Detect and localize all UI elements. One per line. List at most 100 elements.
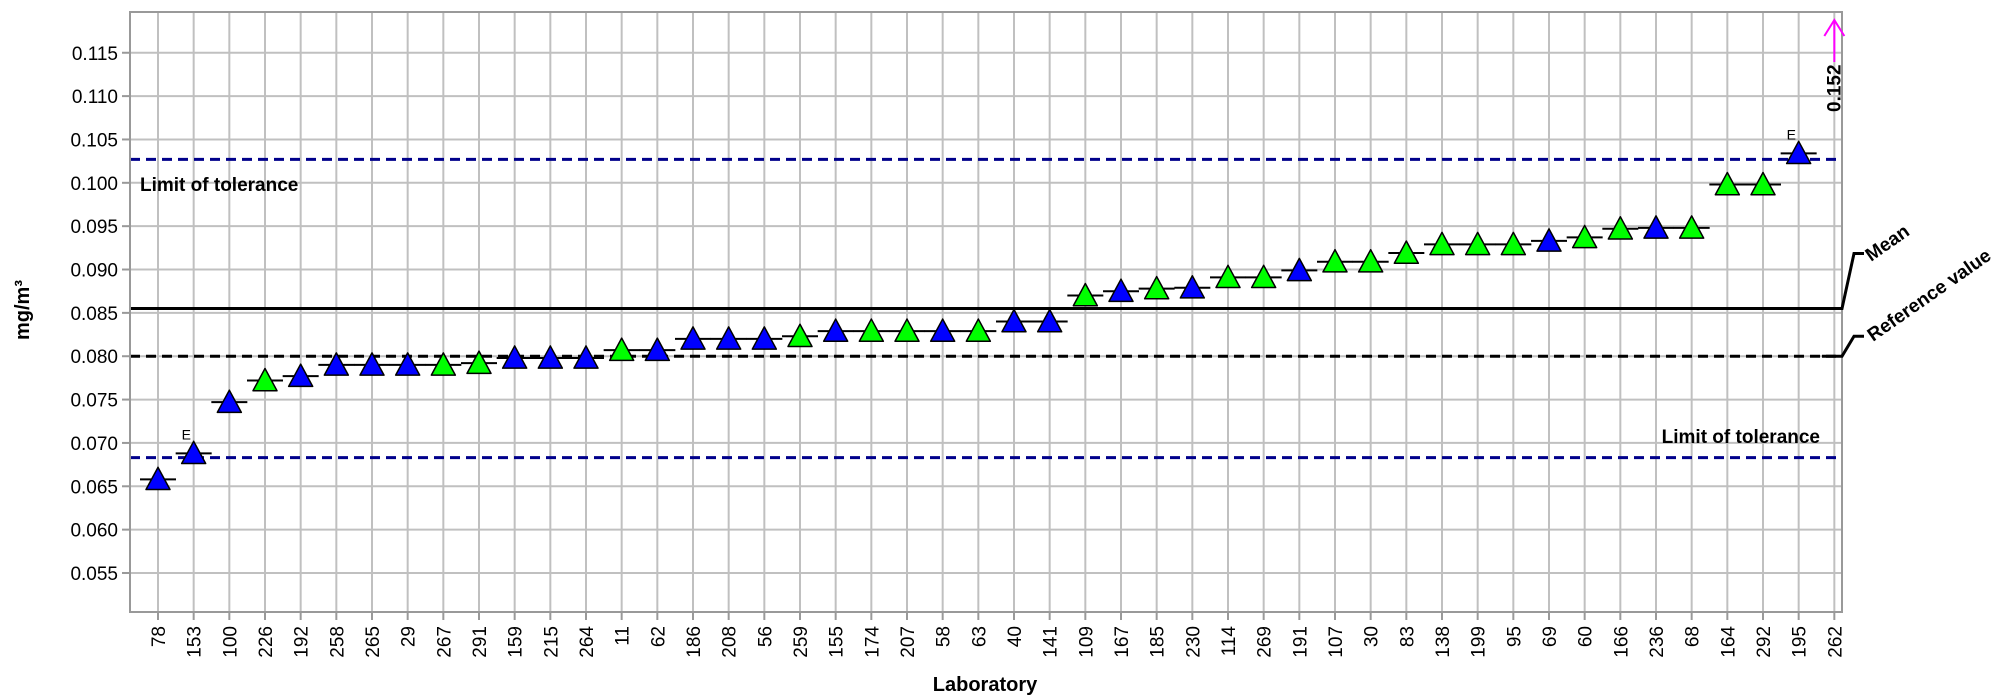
x-tick-label: 114	[1219, 626, 1240, 657]
data-point-triangle	[1429, 231, 1455, 256]
x-tick-label: 141	[1041, 626, 1062, 658]
data-point-triangle	[323, 352, 350, 376]
x-tick-label: 164	[1718, 626, 1739, 658]
y-axis-title: mg/m³	[12, 280, 34, 340]
data-point-triangle	[1357, 248, 1384, 273]
y-tick-label: 0.110	[72, 87, 118, 108]
data-point-triangle	[1250, 264, 1277, 289]
data-point-triangle	[965, 318, 992, 343]
data-point-triangle	[394, 352, 421, 376]
data-point-triangle	[466, 350, 492, 375]
data-point-triangle	[287, 363, 314, 388]
upper-tolerance-label: Limit of tolerance	[140, 175, 298, 196]
x-tick-label: 60	[1576, 626, 1597, 647]
outlier-indicator: 0.152	[1823, 18, 1846, 112]
data-markers: EE	[140, 126, 1817, 491]
x-tick-label: 207	[898, 626, 919, 658]
x-tick-label: 68	[1683, 626, 1704, 647]
x-axis-title: Laboratory	[933, 674, 1038, 696]
x-tick-label: 226	[256, 626, 277, 658]
data-point-triangle	[216, 389, 243, 414]
data-point-triangle	[1286, 257, 1313, 282]
data-point-triangle	[1143, 275, 1170, 300]
x-tick-label: 107	[1326, 626, 1347, 658]
x-tick-label: 291	[470, 626, 491, 658]
y-tick-label: 0.105	[70, 130, 118, 151]
x-tick-label: 230	[1183, 626, 1204, 658]
x-tick-label: 192	[292, 626, 313, 658]
y-tick-label: 0.080	[70, 347, 118, 368]
data-point-triangle	[359, 352, 385, 376]
x-tick-label: 78	[149, 626, 170, 647]
x-tick-label: 167	[1112, 626, 1133, 658]
data-point-triangle	[1571, 224, 1598, 249]
data-point-triangle	[1785, 140, 1812, 165]
x-tick-label: 138	[1433, 626, 1454, 658]
data-point-triangle	[1179, 274, 1206, 299]
x-tick-label: 155	[827, 626, 848, 658]
data-point-triangle	[1108, 278, 1134, 303]
x-tick-label: 11	[613, 626, 634, 646]
flag-label: E	[1787, 126, 1796, 142]
y-tick-label: 0.075	[70, 391, 118, 412]
x-tick-label: 262	[1825, 626, 1846, 658]
x-tick-label: 83	[1397, 626, 1418, 647]
x-tick-label: 185	[1148, 626, 1169, 658]
x-tick-labels: 78 153 100 226 192 258 265 29 267 291 159 215 264 11 6…	[149, 612, 1846, 658]
mean-label: Mean	[1862, 221, 1914, 266]
x-tick-label: 265	[363, 626, 384, 658]
data-point-triangle	[1464, 231, 1491, 256]
data-point-triangle	[145, 466, 171, 491]
mean-leader-line	[1822, 252, 1864, 311]
reference-value-label: Reference value	[1864, 245, 1993, 346]
data-point-triangle	[501, 345, 528, 369]
data-point-triangle	[608, 337, 635, 362]
data-point-triangle	[1001, 308, 1027, 333]
data-point-triangle	[1072, 282, 1099, 307]
x-tick-label: 95	[1504, 626, 1525, 647]
reference-leader-line	[1822, 334, 1864, 358]
x-tick-label: 269	[1255, 626, 1276, 658]
data-point-triangle	[894, 318, 920, 343]
x-tick-label: 30	[1362, 626, 1383, 647]
x-tick-label: 264	[577, 626, 598, 658]
x-tick-label: 40	[1005, 626, 1026, 647]
data-point-triangle	[1322, 248, 1348, 273]
x-tick-label: 63	[969, 626, 990, 647]
y-tick-labels: 0.055 0.060 0.065 0.070 0.075 0.080 0.085 0.090…	[70, 44, 130, 585]
data-point-triangle	[751, 326, 778, 350]
flag-label: E	[182, 426, 191, 442]
data-point-triangle	[1500, 231, 1527, 256]
data-point-triangle	[430, 352, 457, 376]
data-point-triangle	[1393, 240, 1420, 264]
x-tick-label: 259	[791, 626, 812, 658]
data-point-triangle	[1215, 264, 1241, 289]
y-tick-label: 0.060	[70, 521, 118, 542]
y-tick-label: 0.065	[70, 477, 118, 498]
x-tick-label: 69	[1540, 626, 1561, 647]
data-point-triangle	[715, 326, 742, 350]
data-point-triangle	[1750, 171, 1776, 196]
data-point-triangle	[644, 337, 671, 362]
x-tick-label: 292	[1754, 626, 1775, 658]
x-tick-label: 62	[648, 626, 669, 647]
data-point-triangle	[787, 323, 813, 348]
x-tick-label: 29	[399, 626, 420, 647]
data-point-triangle	[1678, 215, 1705, 239]
lower-tolerance-label: Limit of tolerance	[1662, 427, 1820, 448]
y-tick-label: 0.115	[72, 44, 118, 65]
grid	[130, 12, 1842, 612]
data-point-triangle	[1714, 171, 1741, 196]
data-point-triangle	[1536, 228, 1562, 252]
x-tick-label: 166	[1611, 626, 1632, 658]
outlier-value-label: 0.152	[1824, 64, 1845, 112]
x-tick-label: 267	[434, 626, 455, 658]
x-tick-label: 195	[1790, 626, 1811, 658]
x-tick-label: 215	[541, 626, 562, 658]
x-tick-label: 258	[327, 626, 348, 658]
x-tick-label: 174	[862, 626, 883, 658]
data-point-triangle	[252, 367, 278, 392]
data-point-triangle	[1643, 215, 1669, 239]
outlier-arrow-head	[1823, 18, 1846, 37]
data-point-triangle	[1607, 216, 1634, 240]
